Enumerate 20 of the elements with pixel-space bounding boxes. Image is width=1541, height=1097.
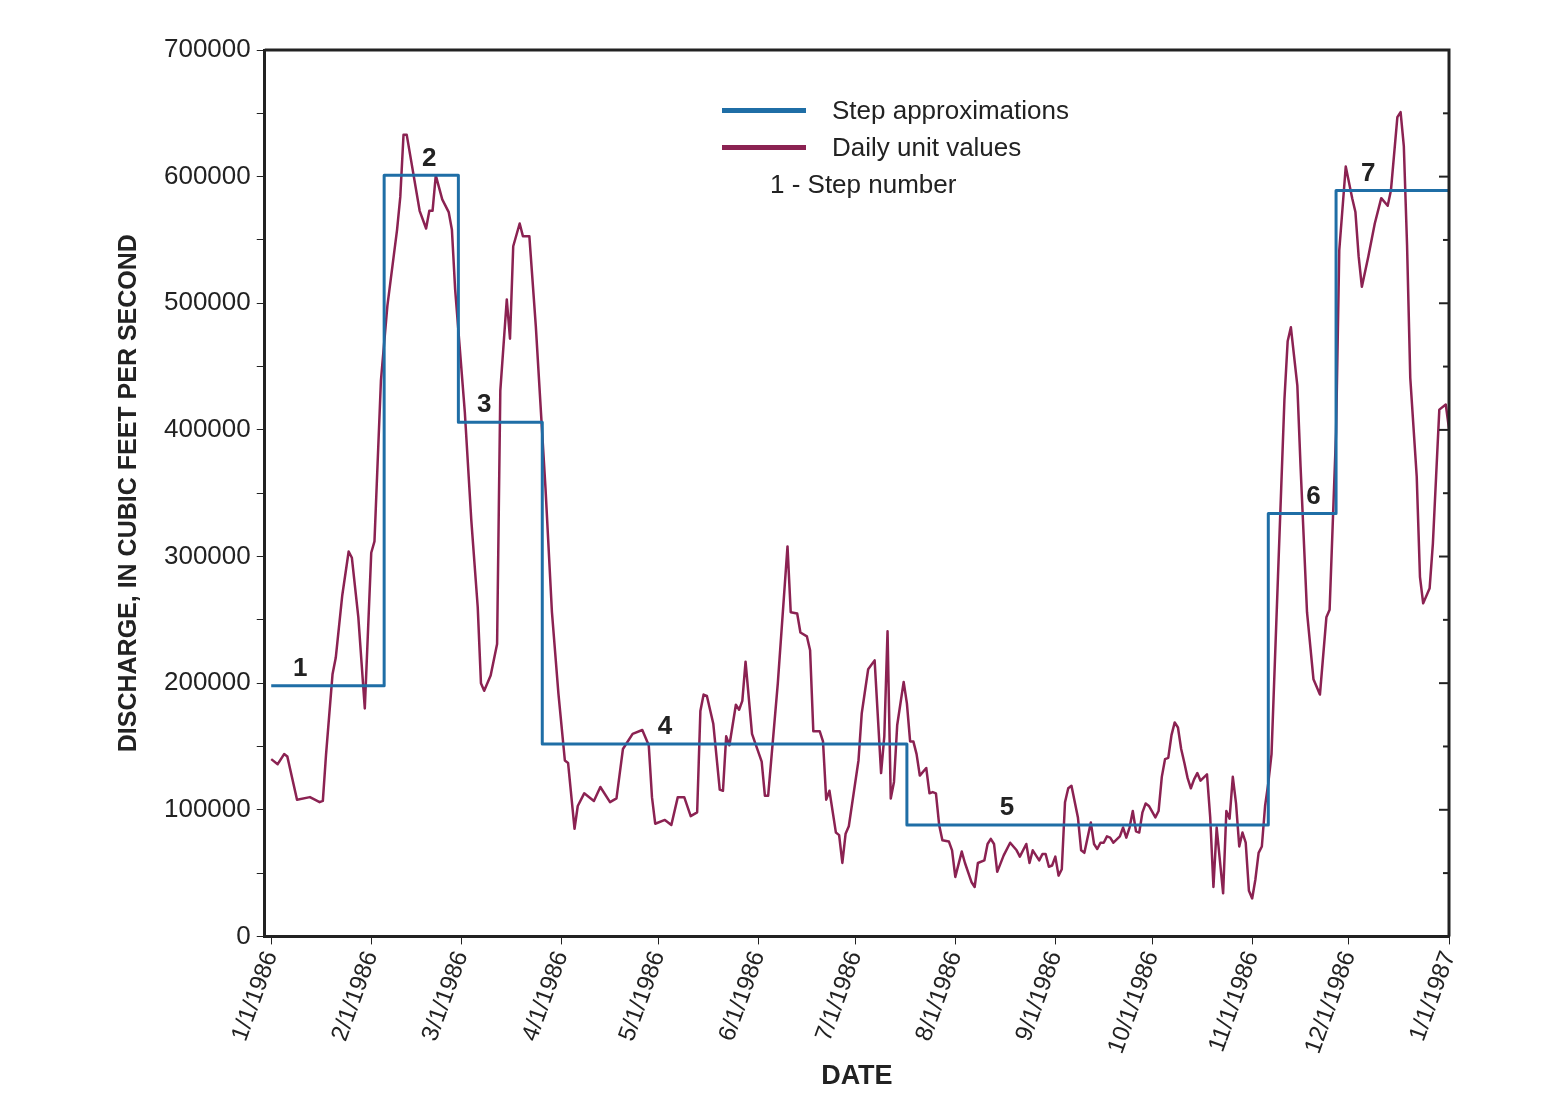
y-tick-label: 500000 [163, 286, 251, 317]
legend-label: Step approximations [831, 94, 1069, 127]
annotation: 4 [657, 710, 673, 741]
annotation: 7 [1361, 156, 1376, 187]
y-tick-label: 200000 [163, 666, 251, 697]
y-axis-title: DISCHARGE, IN CUBIC FEET PER SECOND [112, 234, 141, 753]
y-tick-label: 400000 [163, 413, 251, 444]
y-tick-label: 600000 [163, 159, 251, 190]
y-tick-label: 100000 [163, 792, 251, 823]
annotation: 2 [422, 141, 437, 172]
y-tick-label: 700000 [163, 33, 251, 64]
y-tick-label: 300000 [163, 539, 251, 570]
annotation: 3 [476, 388, 492, 419]
x-axis-title: DATE [821, 1060, 893, 1091]
annotation: 1 [293, 651, 308, 682]
annotation: 6 [1306, 479, 1321, 510]
annotation: 1 - Step number [769, 168, 957, 201]
annotation: 5 [999, 791, 1015, 822]
legend-label: Daily unit values [831, 131, 1022, 164]
y-tick-label: 0 [236, 919, 251, 950]
